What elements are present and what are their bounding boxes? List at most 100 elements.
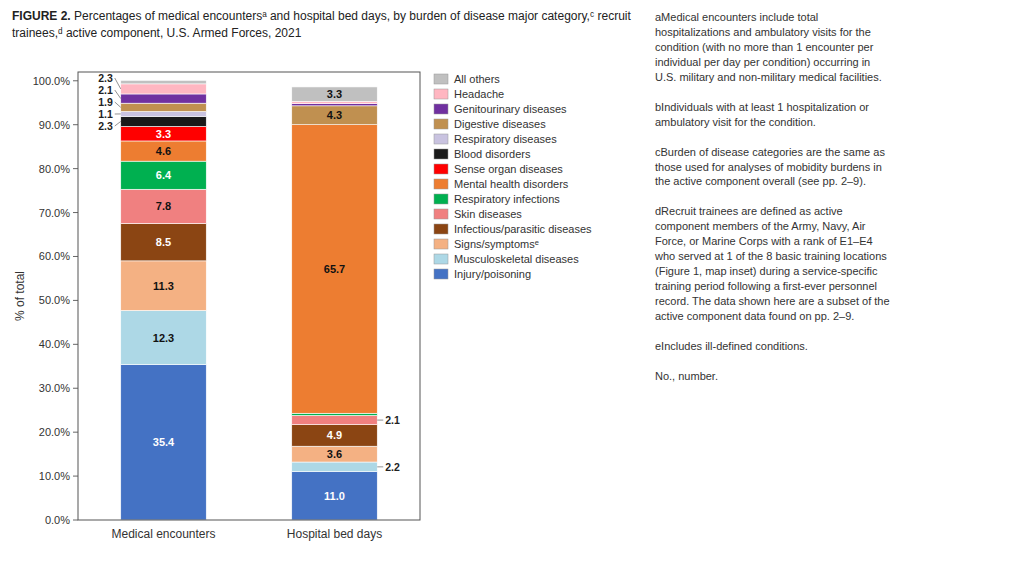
y-tick-label: 30.0% — [39, 382, 70, 394]
plot-frame — [78, 72, 420, 520]
data-label: 2.2 — [385, 461, 400, 473]
data-label: 3.3 — [327, 88, 342, 100]
bar-segment — [121, 84, 207, 94]
title: FIGURE 2. — [12, 9, 71, 23]
data-label: 65.7 — [324, 263, 345, 275]
legend-item: Digestive diseases — [434, 118, 546, 130]
y-tick — [73, 344, 78, 345]
legend-item: Musculoskeletal diseases — [434, 253, 579, 265]
bar-segment — [121, 224, 207, 261]
legend-label: Respiratory diseases — [454, 133, 557, 145]
legend-swatch — [434, 89, 448, 99]
bar-segment — [121, 141, 207, 161]
legend-swatch — [434, 239, 448, 249]
legend-label: Genitourinary diseases — [454, 103, 567, 115]
bar-segment — [121, 126, 207, 140]
legend-swatch — [434, 269, 448, 279]
x-tick-label: Hospital bed days — [287, 527, 382, 541]
y-tick — [73, 124, 78, 125]
legend-swatch — [434, 104, 448, 114]
y-tick — [73, 256, 78, 257]
bar-segment — [121, 80, 207, 84]
data-label: 2.1 — [98, 84, 113, 96]
legend-label: Digestive diseases — [454, 118, 546, 130]
bar-segment — [292, 413, 378, 415]
y-tick — [73, 388, 78, 389]
legend-item: Signs/symptomsᵉ — [434, 238, 539, 250]
bar-segment — [121, 116, 207, 126]
legend-item: Genitourinary diseases — [434, 103, 567, 115]
legend-label: All others — [454, 73, 500, 85]
legend-swatch — [434, 179, 448, 189]
legend-swatch — [434, 134, 448, 144]
data-label: 11.0 — [324, 490, 345, 502]
data-label: 8.5 — [156, 236, 171, 248]
legend-item: Respiratory infections — [434, 193, 560, 205]
bar-segment — [292, 125, 378, 414]
data-label: 11.3 — [153, 280, 174, 292]
legend-label: Injury/poisoning — [454, 268, 531, 280]
y-tick-label: 100.0% — [33, 75, 71, 87]
legend-label: Musculoskeletal diseases — [454, 253, 579, 265]
annotation: aMedical encounters include total hospit… — [655, 10, 1010, 384]
bar-segment — [121, 112, 207, 117]
legend-swatch — [434, 194, 448, 204]
data-label: 2.1 — [385, 414, 400, 426]
y-axis: 0.0%10.0%20.0%30.0%40.0%50.0%60.0%70.0%8… — [33, 75, 78, 526]
legend-swatch — [434, 254, 448, 264]
legend-label: Skin diseases — [454, 208, 522, 220]
bar-segment — [292, 425, 378, 447]
bar-segment — [292, 446, 378, 462]
data-label: 4.6 — [156, 145, 171, 157]
y-tick — [73, 520, 78, 521]
legend-item: Headache — [434, 88, 504, 100]
label-leader — [115, 90, 121, 99]
y-tick — [73, 432, 78, 433]
y-tick-label: 80.0% — [39, 163, 70, 175]
legend-label: Sense organ diseases — [454, 163, 563, 175]
title-block: FIGURE 2. Percentages of medical encount… — [12, 8, 632, 42]
legend-swatch — [434, 224, 448, 234]
data-label: 4.9 — [327, 429, 342, 441]
bars — [121, 80, 378, 520]
legend-swatch — [434, 209, 448, 219]
label-leader — [377, 420, 383, 421]
label-leader — [115, 121, 121, 126]
bar-segment — [292, 415, 378, 424]
label-leader — [377, 466, 383, 467]
data-label: 2.3 — [98, 72, 113, 84]
data-label: 3.3 — [156, 128, 171, 140]
subtitle: Percentages of medical encountersᵃ and h… — [12, 9, 631, 40]
data-label: 2.3 — [98, 120, 113, 132]
legend-label: Blood disorders — [454, 148, 531, 160]
data-label: 3.6 — [327, 448, 342, 460]
data-label: 4.3 — [327, 109, 342, 121]
bar-segment — [121, 189, 207, 223]
y-tick-label: 70.0% — [39, 207, 70, 219]
y-tick-label: 0.0% — [45, 514, 70, 526]
bar-segment — [292, 104, 378, 106]
bar-segment — [121, 310, 207, 364]
legend-label: Headache — [454, 88, 504, 100]
data-label: 7.8 — [156, 200, 171, 212]
legend-label: Respiratory infections — [454, 193, 560, 205]
y-tick-label: 60.0% — [39, 250, 70, 262]
data-label: 6.4 — [156, 169, 172, 181]
legend-label: Infectious/parasitic diseases — [454, 223, 592, 235]
legend-swatch — [434, 119, 448, 129]
legend: All others Headache Genitourinary diseases… — [434, 73, 592, 280]
legend-item: Mental health disorders — [434, 178, 569, 190]
legend-item: All others — [434, 73, 500, 85]
label-leader — [115, 113, 121, 114]
bar-segment — [121, 365, 207, 520]
bar-segment — [292, 472, 378, 520]
y-tick-label: 50.0% — [39, 294, 70, 306]
legend-item: Sense organ diseases — [434, 163, 563, 175]
bar-segment — [292, 106, 378, 125]
data-label: 35.4 — [153, 436, 175, 448]
legend-item: Skin diseases — [434, 208, 522, 220]
bar-segment — [121, 161, 207, 189]
data-label: 12.3 — [153, 332, 174, 344]
data-labels: 35.412.311.38.57.86.44.63.32.31.11.92.12… — [98, 72, 400, 502]
legend-label: Signs/symptomsᵉ — [454, 238, 539, 250]
